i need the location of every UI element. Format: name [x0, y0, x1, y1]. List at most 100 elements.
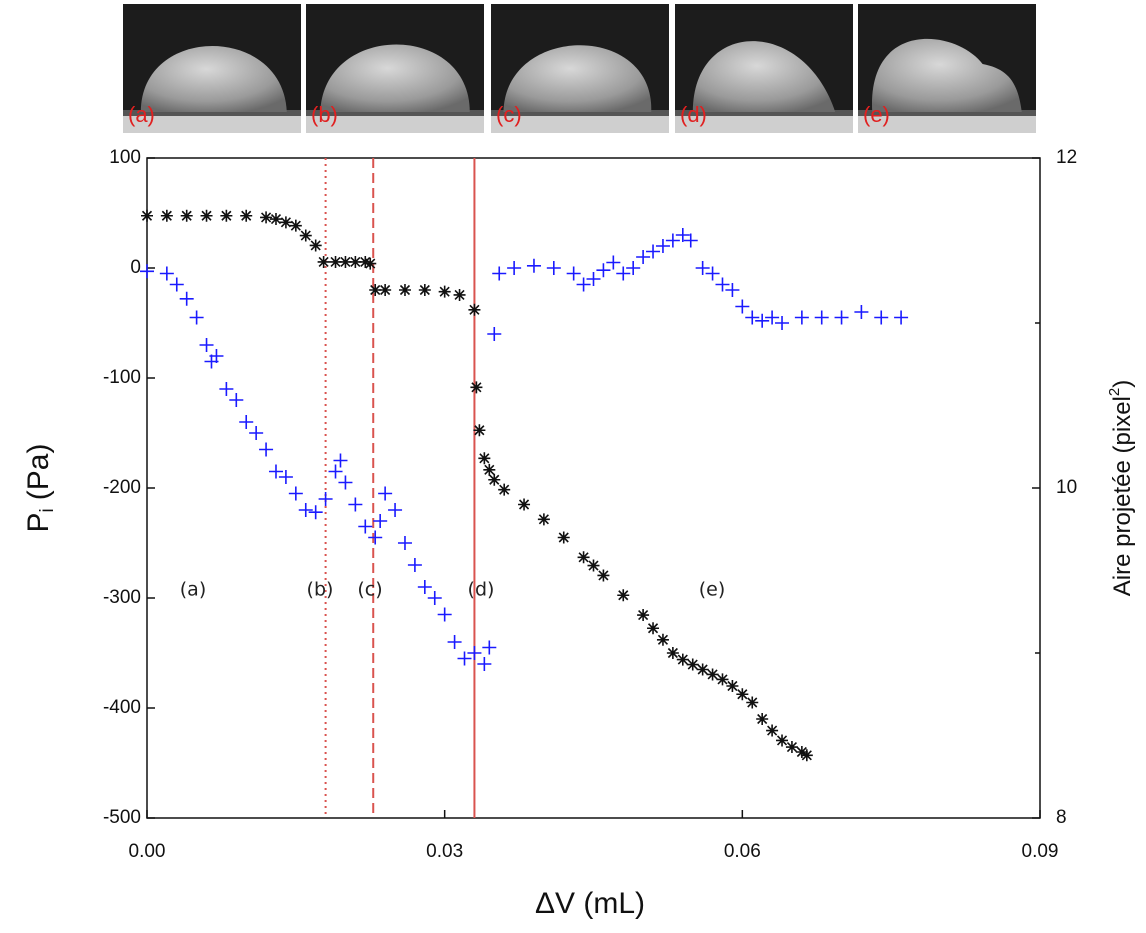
- data-point: [417, 580, 432, 594]
- data-point: [298, 503, 313, 517]
- y-tick-label: -400: [103, 697, 141, 718]
- data-point: [141, 209, 153, 222]
- data-point: [269, 213, 282, 226]
- data-point: [765, 310, 780, 325]
- annotation: (e): [699, 579, 726, 601]
- photos: (a) (b) (c) (d) (e): [123, 4, 1036, 133]
- data-point: [606, 255, 621, 270]
- data-point: [546, 261, 561, 275]
- data-point: [794, 310, 809, 325]
- data-point: [487, 327, 502, 341]
- photo-label: (d): [680, 102, 707, 127]
- data-point: [646, 244, 661, 259]
- data-point: [373, 514, 388, 528]
- data-point: [309, 239, 322, 252]
- photo: (d): [675, 4, 853, 133]
- data-point: [239, 415, 254, 429]
- data-point: [470, 381, 483, 394]
- data-point: [776, 734, 789, 747]
- data-point: [736, 688, 749, 701]
- data-point: [756, 713, 769, 725]
- photo: (b): [306, 4, 484, 133]
- photo-base: [123, 116, 301, 133]
- y2-axis-label: Aire projetée (pixel2): [1106, 380, 1136, 596]
- data-point: [229, 393, 244, 407]
- y-tick-label: 100: [109, 147, 141, 168]
- data-point: [492, 266, 507, 281]
- data-point: [348, 497, 363, 512]
- data-point: [209, 349, 224, 363]
- data-point: [368, 530, 383, 545]
- data-point: [874, 310, 889, 325]
- photo: (e): [858, 4, 1036, 133]
- data-point: [666, 647, 679, 659]
- data-point: [656, 633, 669, 646]
- data-point: [189, 310, 204, 325]
- data-point: [705, 266, 720, 281]
- data-point: [329, 255, 342, 268]
- data-point: [676, 653, 689, 666]
- data-point: [665, 233, 680, 248]
- annotation: (c): [357, 579, 382, 601]
- droplet: [503, 45, 652, 112]
- data-point: [398, 284, 411, 296]
- y-axis-label: Pi (Pa): [22, 444, 58, 533]
- data-point: [457, 651, 472, 666]
- data-point: [498, 483, 511, 496]
- data-point: [333, 453, 348, 468]
- data-point: [338, 475, 353, 490]
- data-point: [586, 272, 601, 286]
- photo-base-line: [858, 110, 1036, 116]
- data-point: [696, 663, 709, 676]
- photo-label: (e): [863, 102, 890, 127]
- data-point: [795, 746, 808, 758]
- droplet: [872, 38, 1022, 112]
- data-point: [576, 277, 591, 292]
- data-point: [220, 209, 233, 222]
- data-point: [418, 284, 431, 296]
- data-point: [706, 668, 719, 681]
- data-point: [179, 291, 194, 306]
- y-tick-label: -300: [103, 587, 141, 608]
- photo-label: (a): [128, 102, 155, 127]
- data-point: [308, 505, 323, 520]
- data-point: [467, 646, 482, 660]
- data-point: [683, 233, 698, 248]
- data-point: [755, 313, 770, 328]
- x-tick-label: 0.03: [426, 841, 463, 862]
- annotation: (d): [468, 579, 495, 601]
- photo-base-line: [306, 110, 484, 116]
- data-point: [746, 696, 759, 709]
- data-point: [358, 519, 373, 534]
- data-point: [379, 284, 392, 296]
- data-point: [453, 288, 466, 301]
- photo-base-line: [675, 110, 853, 116]
- data-point: [278, 470, 293, 484]
- data-point: [447, 635, 462, 649]
- data-point: [279, 216, 292, 229]
- y2-tick-label: 10: [1056, 477, 1077, 498]
- data-point: [626, 261, 641, 275]
- photo-label: (c): [496, 102, 522, 127]
- data-point: [299, 229, 312, 242]
- data-point: [268, 464, 283, 479]
- photo-base-line: [491, 110, 669, 116]
- data-point: [637, 609, 650, 622]
- data-point: [775, 316, 790, 330]
- data-point: [200, 209, 213, 222]
- data-point: [482, 640, 497, 655]
- data-point: [249, 426, 264, 440]
- photo-base-line: [123, 110, 301, 116]
- data-point: [259, 442, 274, 457]
- y-tick-label: -200: [103, 477, 141, 498]
- data-point: [219, 382, 234, 396]
- photo-base: [858, 116, 1036, 133]
- data-point: [526, 258, 541, 273]
- y2-tick-label: 12: [1056, 147, 1077, 168]
- data-point: [766, 724, 779, 737]
- y2-label-end: ): [1109, 380, 1136, 388]
- data-point: [814, 310, 829, 325]
- data-point: [288, 486, 303, 501]
